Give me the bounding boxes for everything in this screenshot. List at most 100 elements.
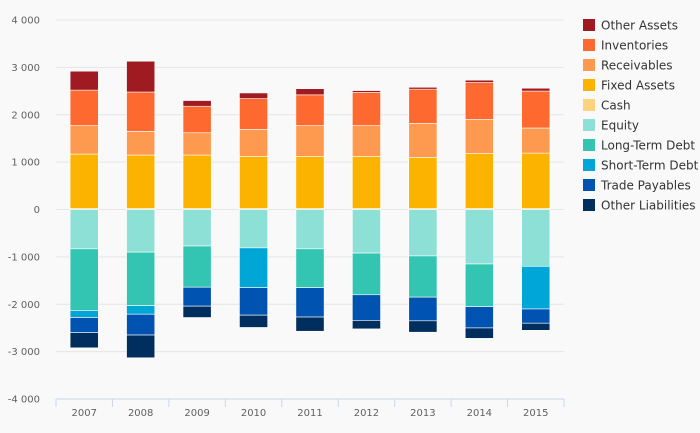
- bar-segment[interactable]: [295, 156, 325, 209]
- y-tick-label: -4 000: [8, 395, 40, 406]
- bar-segment[interactable]: [126, 334, 156, 359]
- bar-segment[interactable]: [464, 153, 494, 209]
- legend-swatch: [583, 99, 595, 111]
- bar-segment[interactable]: [69, 332, 99, 349]
- bar-segment[interactable]: [352, 252, 381, 296]
- legend-item[interactable]: Trade Payables: [583, 179, 691, 193]
- bar-segment[interactable]: [239, 247, 268, 288]
- bar-segment[interactable]: [182, 132, 212, 156]
- bar-segment[interactable]: [408, 320, 438, 333]
- bar-segment[interactable]: [182, 305, 212, 318]
- bar-segment[interactable]: [408, 255, 438, 298]
- bar-segment[interactable]: [352, 320, 381, 330]
- bar-segment[interactable]: [464, 119, 494, 154]
- bar-segment[interactable]: [352, 92, 381, 126]
- bar-segment[interactable]: [408, 157, 438, 209]
- legend-item[interactable]: Long-Term Debt: [583, 139, 695, 153]
- bar-segment[interactable]: [182, 105, 212, 134]
- bar-segment[interactable]: [464, 209, 494, 265]
- bar-segment[interactable]: [295, 94, 325, 126]
- bar-segment[interactable]: [69, 310, 99, 318]
- x-axis-ticks: 2007 2008 2009 2010 2011 2012 2013 2014 2015: [55, 399, 565, 419]
- bar-segment[interactable]: [295, 125, 325, 157]
- legend-item[interactable]: Fixed Assets: [583, 79, 675, 93]
- bar-segment[interactable]: [239, 98, 268, 130]
- legend-item[interactable]: Equity: [583, 119, 639, 133]
- bar-segment[interactable]: [521, 90, 551, 129]
- bar-segment[interactable]: [352, 294, 381, 321]
- bar-segment[interactable]: [126, 154, 156, 209]
- bar-segment[interactable]: [69, 209, 99, 250]
- bar-segment[interactable]: [521, 266, 551, 310]
- bar-segment[interactable]: [521, 127, 551, 154]
- bar-segment[interactable]: [69, 153, 99, 209]
- bar-segment[interactable]: [408, 296, 438, 322]
- bar-segment[interactable]: [182, 154, 212, 209]
- bar-segment[interactable]: [521, 152, 551, 209]
- legend-item[interactable]: Cash: [583, 99, 631, 113]
- legend-item[interactable]: Other Liabilities: [583, 199, 696, 213]
- bar-segment[interactable]: [126, 209, 156, 253]
- bar-segment[interactable]: [239, 287, 268, 316]
- bar-segment[interactable]: [464, 327, 494, 339]
- bar-segment[interactable]: [521, 209, 551, 267]
- bar-segment[interactable]: [464, 263, 494, 307]
- legend-swatch: [583, 139, 595, 151]
- bar-segment[interactable]: [464, 82, 494, 120]
- bar-segment[interactable]: [352, 125, 381, 157]
- bar-segment[interactable]: [464, 306, 494, 329]
- bar-segment[interactable]: [239, 314, 268, 328]
- bar-segment[interactable]: [126, 91, 156, 132]
- bar-segment[interactable]: [295, 88, 325, 96]
- legend-label: Other Liabilities: [601, 199, 696, 213]
- bar-segment[interactable]: [182, 100, 212, 107]
- x-tick-label: 2009: [184, 408, 209, 419]
- bar-segment[interactable]: [239, 156, 268, 209]
- bar-segment[interactable]: [69, 248, 99, 311]
- bar-segment[interactable]: [295, 248, 325, 288]
- legend-label: Other Assets: [601, 19, 678, 33]
- bar-segment[interactable]: [408, 88, 438, 124]
- x-tick-label: 2008: [128, 408, 153, 419]
- legend-label: Trade Payables: [600, 179, 691, 193]
- bar-segment[interactable]: [295, 316, 325, 332]
- bar-segment[interactable]: [352, 156, 381, 209]
- bar-segment[interactable]: [126, 313, 156, 336]
- bar-segment[interactable]: [182, 286, 212, 307]
- legend-item[interactable]: Inventories: [583, 39, 668, 53]
- bar-segment[interactable]: [69, 70, 99, 91]
- bar-segment[interactable]: [239, 92, 268, 99]
- bar-segment[interactable]: [521, 87, 551, 92]
- bar-series: [69, 60, 551, 359]
- bar-segment[interactable]: [464, 79, 494, 83]
- legend-item[interactable]: Other Assets: [583, 19, 678, 33]
- bar-segment[interactable]: [352, 90, 381, 93]
- bar-segment[interactable]: [408, 122, 438, 158]
- bar-segment[interactable]: [239, 209, 268, 249]
- x-tick-label: 2011: [297, 408, 322, 419]
- legend-swatch: [583, 19, 595, 31]
- bar-segment[interactable]: [295, 287, 325, 318]
- bar-segment[interactable]: [352, 209, 381, 254]
- bar-segment[interactable]: [408, 86, 438, 90]
- legend: Other Assets Inventories Receivables Fixed …: [583, 19, 699, 213]
- bar-segment[interactable]: [126, 131, 156, 156]
- bar-segment[interactable]: [295, 209, 325, 250]
- bar-segment[interactable]: [408, 209, 438, 257]
- bar-segment[interactable]: [521, 322, 551, 331]
- y-tick-label: 1 000: [11, 158, 40, 169]
- legend-swatch: [583, 79, 595, 91]
- legend-item[interactable]: Short-Term Debt: [583, 159, 699, 173]
- y-tick-label: -1 000: [8, 252, 40, 263]
- legend-item[interactable]: Receivables: [583, 59, 673, 73]
- bar-segment[interactable]: [126, 251, 156, 306]
- bar-segment[interactable]: [69, 125, 99, 155]
- bar-segment[interactable]: [521, 308, 551, 324]
- bar-segment[interactable]: [69, 317, 99, 333]
- bar-segment[interactable]: [182, 245, 212, 288]
- bar-segment[interactable]: [182, 209, 212, 247]
- bar-segment[interactable]: [126, 305, 156, 315]
- bar-segment[interactable]: [69, 89, 99, 126]
- bar-segment[interactable]: [239, 129, 268, 157]
- bar-segment[interactable]: [126, 60, 156, 93]
